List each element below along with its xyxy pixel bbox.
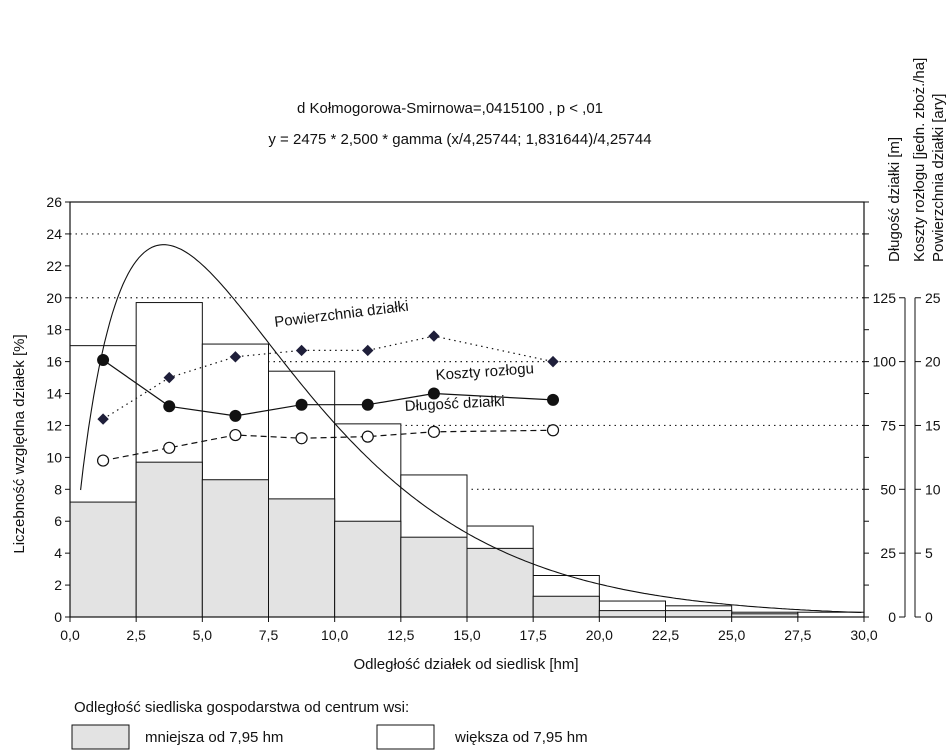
legend-label-white: większa od 7,95 hm <box>454 729 588 746</box>
legend-swatch-gray <box>71 724 130 750</box>
y-tick-label: 22 <box>46 258 62 274</box>
right-tick-label-2: 15 <box>925 417 941 433</box>
legend-title: Odległość siedliska gospodarstwa od cent… <box>74 699 409 716</box>
marker-filled-circle <box>295 398 308 411</box>
marker-diamond <box>428 330 440 342</box>
bar-gray <box>400 536 468 618</box>
y-tick-label: 16 <box>46 354 62 370</box>
x-tick-label: 12,5 <box>387 627 414 643</box>
bar-gray <box>135 461 203 618</box>
fitted-curve <box>80 244 862 614</box>
x-tick-label: 30,0 <box>850 627 877 643</box>
y-axis-label: Liczebność względna działek [%] <box>11 334 28 553</box>
marker-filled-circle <box>547 393 560 406</box>
right-tick-label-2: 25 <box>925 290 941 306</box>
x-tick-label: 10,0 <box>321 627 348 643</box>
bar-gray <box>69 501 137 618</box>
y-tick-label: 10 <box>46 449 62 465</box>
line-label-area: Powierzchnia działki <box>273 298 409 331</box>
marker-open-circle <box>546 424 560 437</box>
line-label-cost: Koszty rozłogu <box>435 360 534 384</box>
marker-diamond <box>547 355 559 368</box>
x-tick-label: 27,5 <box>784 627 811 643</box>
right-axis-label-area: Powierzchnia działki [ary] <box>930 94 947 262</box>
right-tick-label-1: 100 <box>873 354 897 370</box>
x-tick-label: 5,0 <box>193 627 213 643</box>
marker-filled-circle <box>163 400 176 413</box>
right-tick-label-1: 50 <box>880 481 896 497</box>
y-tick-label: 18 <box>46 322 62 338</box>
marker-diamond <box>295 344 308 357</box>
marker-filled-circle <box>229 409 242 422</box>
marker-open-circle <box>361 430 374 443</box>
bar-gray <box>466 547 534 618</box>
bar-gray <box>334 520 402 618</box>
y-tick-label: 24 <box>46 226 62 242</box>
bar-white <box>797 611 865 618</box>
marker-open-circle <box>295 432 308 445</box>
x-tick-label: 25,0 <box>718 627 745 643</box>
y-tick-label: 20 <box>46 290 62 306</box>
x-tick-label: 20,0 <box>586 627 613 643</box>
y-tick-label: 4 <box>54 545 62 561</box>
right-tick-label-2: 20 <box>925 354 941 370</box>
fit-curve-layer <box>80 244 862 614</box>
bar-gray <box>598 610 666 618</box>
chart-title-line-2: y = 2475 * 2,500 * gamma (x/4,25744; 1,8… <box>268 131 651 148</box>
marker-filled-circle <box>361 398 374 411</box>
x-tick-label: 0,0 <box>60 627 80 643</box>
bar-gray <box>665 610 733 618</box>
y-tick-label: 8 <box>54 481 62 497</box>
marker-open-circle <box>163 441 176 454</box>
marker-filled-circle <box>97 354 110 367</box>
chart-title-line-1: d Kołmogorowa-Smirnowa=,0415100 , p < ,0… <box>297 100 603 117</box>
legend-label-gray: mniejsza od 7,95 hm <box>145 729 283 746</box>
right-tick-label-1: 0 <box>888 609 896 625</box>
legend: Odległość siedliska gospodarstwa od cent… <box>71 699 588 750</box>
x-tick-label: 17,5 <box>520 627 547 643</box>
right-axis-label-length: Długość działki [m] <box>886 137 903 262</box>
y-tick-label: 14 <box>46 386 62 402</box>
marker-diamond <box>362 344 374 357</box>
right-tick-label-1: 25 <box>880 545 896 561</box>
right-axis-label-cost: Koszty rozłogu [jedn. zboż./ha] <box>911 58 928 262</box>
bar-gray <box>201 479 269 618</box>
right-tick-label-1: 75 <box>880 417 896 433</box>
y-tick-label: 0 <box>54 609 62 625</box>
data-lines-layer <box>96 330 560 467</box>
right-tick-label-2: 0 <box>925 609 933 625</box>
marker-open-circle <box>229 428 242 442</box>
marker-diamond <box>97 413 109 425</box>
histogram-bars <box>69 302 865 618</box>
marker-open-circle <box>427 425 441 438</box>
right-tick-label-2: 10 <box>925 481 941 497</box>
x-tick-label: 15,0 <box>453 627 480 643</box>
bar-gray <box>268 498 336 618</box>
marker-diamond <box>163 371 175 384</box>
marker-diamond <box>229 351 242 363</box>
x-tick-label: 22,5 <box>652 627 679 643</box>
right-tick-label-1: 125 <box>873 290 897 306</box>
y-tick-label: 26 <box>46 194 62 210</box>
y-tick-label: 12 <box>46 417 62 433</box>
y-tick-label: 2 <box>54 577 62 593</box>
x-tick-label: 2,5 <box>126 627 146 643</box>
line-label-length: Długość działki <box>404 393 505 415</box>
marker-filled-circle <box>427 387 440 400</box>
marker-open-circle <box>96 454 110 467</box>
bar-gray <box>532 595 600 618</box>
right-tick-label-2: 5 <box>925 545 933 561</box>
legend-swatch-white <box>376 724 435 750</box>
x-tick-label: 7,5 <box>259 627 279 643</box>
y-tick-label: 6 <box>54 513 62 529</box>
x-axis-label: Odległość działek od siedlisk [hm] <box>353 656 578 673</box>
